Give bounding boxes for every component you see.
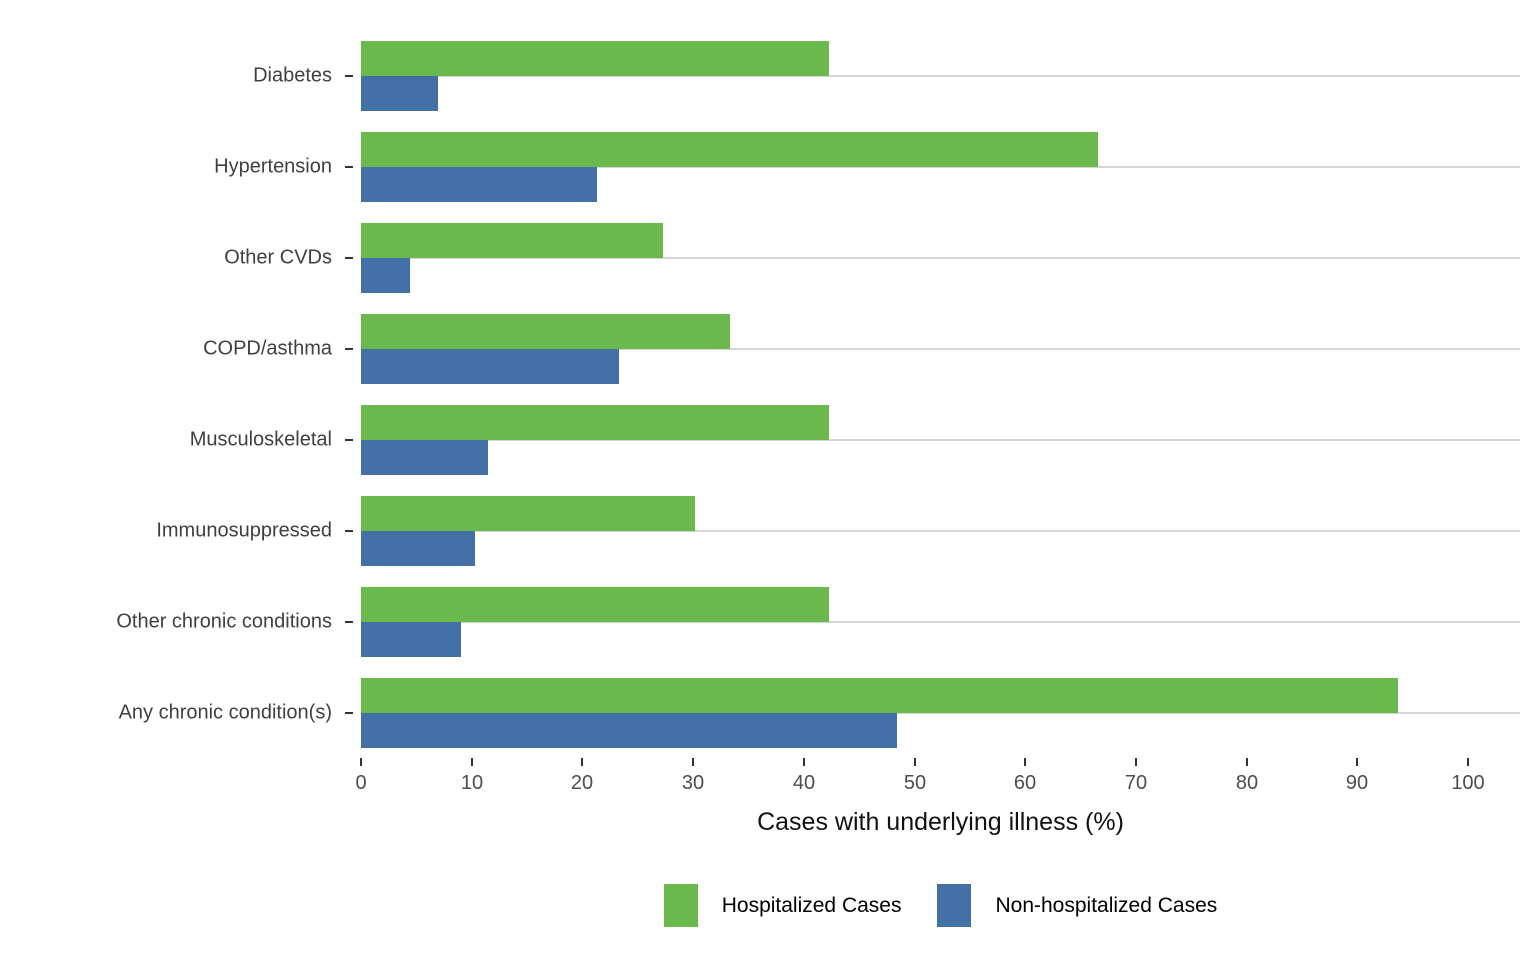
tick-label: 0 — [355, 772, 367, 794]
y-axis-tick — [345, 74, 353, 77]
category-label: COPD/asthma — [203, 337, 332, 359]
bar-hospitalized — [361, 677, 1398, 713]
y-axis-tick — [345, 256, 353, 259]
gridline — [361, 711, 1520, 714]
bar-non-hospitalized — [361, 166, 597, 202]
y-axis-tick — [345, 711, 353, 714]
tick-mark — [803, 758, 805, 766]
gridline — [361, 165, 1520, 168]
category-label: Other CVDs — [224, 246, 332, 268]
x-axis-title: Cases with underlying illness (%) — [757, 808, 1124, 836]
y-axis-tick — [345, 165, 353, 168]
tick-label: 50 — [903, 772, 927, 794]
legend: Hospitalized Cases Non-hospitalized Case… — [361, 884, 1520, 927]
tick-label: 20 — [570, 772, 594, 794]
bar-non-hospitalized — [361, 621, 461, 657]
category-row: COPD/asthma — [0, 303, 1520, 394]
y-axis-tick — [345, 438, 353, 441]
x-axis: 0 10 20 30 40 50 60 70 80 90 100 — [355, 758, 1520, 804]
bar-hospitalized — [361, 586, 829, 622]
category-row: Immunosuppressed — [0, 485, 1520, 576]
gridline — [361, 529, 1520, 532]
tick-label: 90 — [1345, 772, 1369, 794]
bar-hospitalized — [361, 131, 1098, 167]
legend-label-non-hospitalized: Non-hospitalized Cases — [995, 893, 1218, 917]
bar-non-hospitalized — [361, 75, 438, 111]
plot-panel: Diabetes Hypertension Other CVDs COPD/asthm… — [0, 30, 1520, 758]
bar-non-hospitalized — [361, 257, 410, 293]
category-row: Musculoskeletal — [0, 394, 1520, 485]
category-label: Immunosuppressed — [156, 519, 332, 541]
y-axis-tick — [345, 529, 353, 532]
gridline — [361, 438, 1520, 441]
tick-label: 60 — [1013, 772, 1037, 794]
category-row: Hypertension — [0, 121, 1520, 212]
bar-hospitalized — [361, 495, 695, 531]
category-row: Other chronic conditions — [0, 576, 1520, 667]
legend-label-hospitalized: Hospitalized Cases — [721, 893, 902, 917]
tick-label: 70 — [1124, 772, 1148, 794]
tick-mark — [914, 758, 916, 766]
bar-non-hospitalized — [361, 712, 897, 748]
y-axis-tick — [345, 347, 353, 350]
bar-hospitalized — [361, 313, 730, 349]
tick-label: 100 — [1451, 772, 1485, 794]
y-axis-tick — [345, 620, 353, 623]
tick-mark — [581, 758, 583, 766]
gridline — [361, 620, 1520, 623]
tick-mark — [692, 758, 694, 766]
legend-item-hospitalized: Hospitalized Cases — [663, 884, 902, 927]
tick-mark — [1135, 758, 1137, 766]
gridline — [361, 347, 1520, 350]
category-label: Other chronic conditions — [116, 610, 332, 632]
tick-label: 40 — [792, 772, 816, 794]
category-label: Diabetes — [253, 64, 332, 86]
category-row: Other CVDs — [0, 212, 1520, 303]
bar-hospitalized — [361, 222, 663, 258]
tick-mark — [360, 758, 362, 766]
tick-label: 10 — [460, 772, 484, 794]
category-label: Musculoskeletal — [189, 428, 332, 450]
gridline — [361, 74, 1520, 77]
bar-non-hospitalized — [361, 530, 475, 566]
bar-non-hospitalized — [361, 439, 488, 475]
category-label: Any chronic condition(s) — [118, 701, 332, 723]
category-row: Diabetes — [0, 30, 1520, 121]
legend-swatch-hospitalized — [663, 884, 698, 927]
bar-hospitalized — [361, 40, 829, 76]
tick-mark — [1246, 758, 1248, 766]
tick-label: 80 — [1235, 772, 1259, 794]
bar-hospitalized — [361, 404, 829, 440]
tick-mark — [1024, 758, 1026, 766]
legend-item-non-hospitalized: Non-hospitalized Cases — [937, 884, 1217, 927]
category-label: Hypertension — [214, 155, 332, 177]
bar-non-hospitalized — [361, 348, 619, 384]
tick-mark — [1356, 758, 1358, 766]
tick-mark — [1467, 758, 1469, 766]
tick-mark — [471, 758, 473, 766]
tick-label: 30 — [681, 772, 705, 794]
legend-swatch-non-hospitalized — [937, 884, 972, 927]
category-row: Any chronic condition(s) — [0, 667, 1520, 758]
gridline — [361, 256, 1520, 259]
